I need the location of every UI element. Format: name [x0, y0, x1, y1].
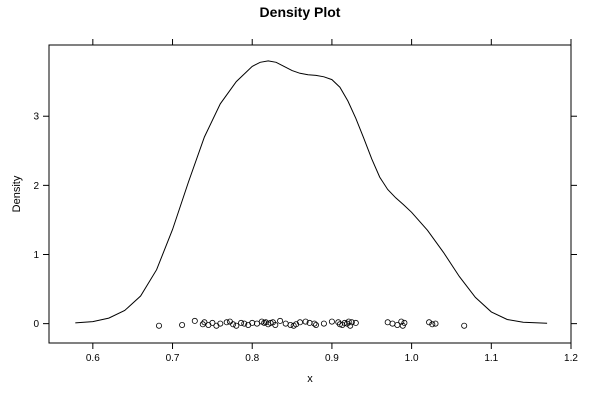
data-point	[389, 320, 396, 327]
data-point	[335, 319, 342, 326]
data-point	[191, 317, 198, 324]
data-point	[384, 319, 391, 326]
data-point	[249, 319, 256, 326]
data-point	[241, 320, 248, 327]
data-point	[238, 319, 245, 326]
data-point	[348, 319, 355, 326]
x-tick-label: 1.0	[405, 353, 419, 364]
data-point	[328, 318, 335, 325]
x-tick-label: 0.7	[166, 353, 180, 364]
x-tick-label: 1.2	[564, 353, 578, 364]
data-point	[277, 317, 284, 324]
data-point	[398, 318, 405, 325]
data-point	[287, 321, 294, 328]
data-point	[155, 322, 162, 329]
y-tick-label: 1	[33, 250, 39, 261]
data-point	[230, 321, 237, 328]
data-point	[209, 319, 216, 326]
data-point	[311, 320, 318, 327]
data-point	[432, 320, 439, 327]
plot-frame	[48, 44, 572, 344]
data-point	[461, 322, 468, 329]
data-point	[347, 322, 354, 329]
data-point	[302, 318, 309, 325]
data-point	[226, 318, 233, 325]
data-point	[341, 319, 348, 326]
data-point	[233, 322, 240, 329]
data-point	[426, 319, 433, 326]
data-point	[272, 321, 279, 328]
x-tick-label: 0.8	[245, 353, 259, 364]
data-point	[205, 321, 212, 328]
data-point	[312, 321, 319, 328]
data-point	[223, 319, 230, 326]
density-curve	[75, 60, 548, 324]
y-tick-label: 2	[33, 181, 39, 192]
x-tick-label: 0.6	[86, 353, 100, 364]
data-point	[296, 319, 303, 326]
x-tick-label: 1.1	[484, 353, 498, 364]
data-point	[429, 321, 436, 328]
axis-ticks: 0.6 0.7 0.8 0.9 1.0 1.1 1.2 0 1 2 3	[33, 39, 578, 364]
data-point	[282, 320, 289, 327]
y-tick-label: 3	[33, 112, 39, 123]
data-point	[352, 319, 359, 326]
data-point	[179, 321, 186, 328]
data-point	[199, 321, 206, 328]
data-point	[201, 319, 208, 326]
data-point	[401, 319, 408, 326]
chart-title: Density Plot	[260, 4, 341, 20]
plot-marks	[75, 60, 548, 329]
data-point	[345, 318, 352, 325]
y-tick-label: 0	[33, 319, 39, 330]
data-point	[217, 320, 224, 327]
y-axis-label: Density	[11, 175, 23, 212]
x-axis-label: x	[307, 373, 313, 385]
data-point	[320, 320, 327, 327]
x-tick-label: 0.9	[325, 353, 339, 364]
